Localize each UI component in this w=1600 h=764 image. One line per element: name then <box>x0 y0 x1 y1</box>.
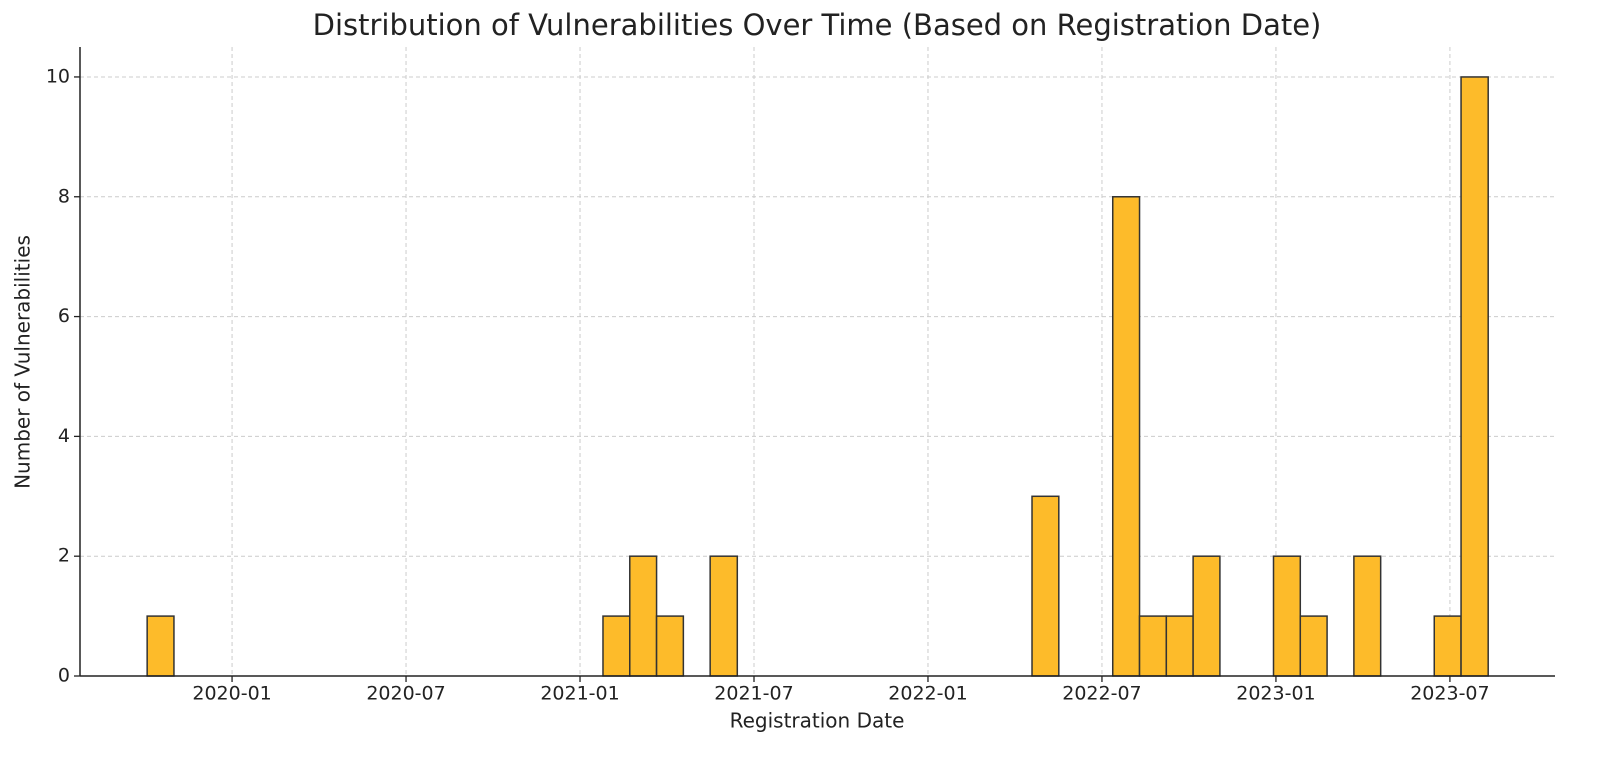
bar <box>1299 615 1328 677</box>
x-tick-label: 2022-01 <box>888 683 967 705</box>
chart-title: Distribution of Vulnerabilities Over Tim… <box>313 8 1322 42</box>
bar <box>709 555 739 677</box>
x-tick-label: 2021-07 <box>714 683 793 705</box>
bar <box>1165 615 1194 677</box>
y-tick-label: 8 <box>58 185 70 207</box>
y-tick-label: 2 <box>58 545 70 567</box>
x-tick-label: 2022-07 <box>1062 683 1141 705</box>
bar <box>1353 555 1382 677</box>
y-tick-label: 4 <box>58 425 70 447</box>
x-tick-label: 2020-01 <box>192 683 271 705</box>
bar <box>146 615 175 677</box>
x-axis-label: Registration Date <box>730 709 905 733</box>
bar <box>1272 555 1302 677</box>
bar <box>1192 555 1221 677</box>
bar <box>1111 196 1141 677</box>
bar <box>1433 615 1462 677</box>
bar <box>1138 615 1168 677</box>
bar <box>629 555 658 677</box>
x-tick-label: 2023-07 <box>1410 683 1489 705</box>
x-tick-label: 2021-01 <box>540 683 619 705</box>
x-tick-label: 2020-07 <box>366 683 445 705</box>
bar <box>655 615 685 677</box>
bar <box>602 615 631 677</box>
y-tick-label: 6 <box>58 305 70 327</box>
y-tick-label: 10 <box>46 65 70 87</box>
y-axis-label: Number of Vulnerabilities <box>11 235 35 489</box>
bar <box>1460 76 1489 677</box>
y-tick-label: 0 <box>58 665 70 687</box>
x-tick-label: 2023-01 <box>1236 683 1315 705</box>
bar <box>1031 495 1060 677</box>
